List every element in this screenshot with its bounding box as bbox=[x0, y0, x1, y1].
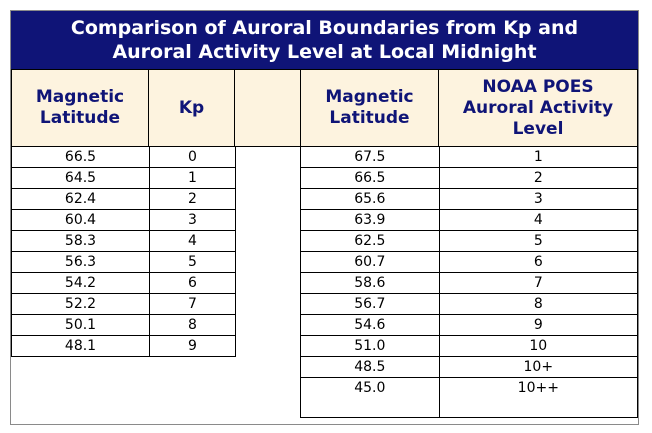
header-spacer bbox=[234, 69, 301, 147]
title-line-1: Comparison of Auroral Boundaries from Kp… bbox=[70, 17, 579, 39]
activity-level-cell: 2 bbox=[438, 167, 639, 189]
latitude-cell: 58.3 bbox=[11, 230, 150, 252]
latitude-cell: 52.2 bbox=[11, 293, 150, 315]
header-text: Magnetic bbox=[35, 87, 125, 107]
latitude-cell: 66.5 bbox=[11, 146, 150, 168]
latitude-cell: 60.4 bbox=[11, 209, 150, 231]
latitude-cell: 54.2 bbox=[11, 272, 150, 294]
latitude-cell: 56.7 bbox=[300, 293, 440, 315]
table-row: 48.1 9 bbox=[11, 335, 236, 357]
activity-level-cell: 10+ bbox=[438, 356, 639, 378]
table-row: 56.3 5 bbox=[11, 251, 236, 273]
activity-level-cell: 10 bbox=[438, 335, 639, 357]
activity-level-cell: 9 bbox=[438, 314, 639, 336]
activity-level-cell: 10++ bbox=[438, 377, 639, 418]
kp-cell: 6 bbox=[149, 272, 236, 294]
kp-cell: 4 bbox=[149, 230, 236, 252]
auroral-activity-table: 67.5 1 66.5 2 65.6 3 63.9 4 62.5 5 60.7 6 58.6… bbox=[300, 146, 639, 418]
title-line-2: Auroral Activity Level at Local Midnight bbox=[112, 41, 537, 63]
header-text: Kp bbox=[178, 97, 205, 118]
latitude-cell: 48.5 bbox=[300, 356, 440, 378]
kp-cell: 9 bbox=[149, 335, 236, 357]
latitude-cell: 65.6 bbox=[300, 188, 440, 210]
kp-cell: 7 bbox=[149, 293, 236, 315]
kp-cell: 1 bbox=[149, 167, 236, 189]
latitude-cell: 45.0 bbox=[300, 377, 440, 418]
header-text: Magnetic bbox=[325, 87, 414, 107]
table-title: Comparison of Auroral Boundaries from Kp… bbox=[11, 11, 638, 69]
latitude-cell: 51.0 bbox=[300, 335, 440, 357]
table-row: 66.5 2 bbox=[300, 167, 639, 189]
latitude-cell: 50.1 bbox=[11, 314, 150, 336]
table-row: 60.7 6 bbox=[300, 251, 639, 273]
header-kp: Kp bbox=[148, 69, 235, 147]
kp-latitude-table: 66.5 0 64.5 1 62.4 2 60.4 3 58.3 4 56.3 5 54.2… bbox=[11, 146, 236, 357]
table-row: 54.6 9 bbox=[300, 314, 639, 336]
table-row: 67.5 1 bbox=[300, 146, 639, 168]
kp-cell: 5 bbox=[149, 251, 236, 273]
table-row: 51.0 10 bbox=[300, 335, 639, 357]
kp-cell: 8 bbox=[149, 314, 236, 336]
table-row: 54.2 6 bbox=[11, 272, 236, 294]
activity-level-cell: 1 bbox=[438, 146, 639, 168]
latitude-cell: 54.6 bbox=[300, 314, 440, 336]
latitude-cell: 67.5 bbox=[300, 146, 440, 168]
header-magnetic-latitude-right: Magnetic Latitude bbox=[300, 69, 439, 147]
activity-level-cell: 4 bbox=[438, 209, 639, 231]
header-text: NOAA POES bbox=[482, 76, 594, 97]
table-row: 66.5 0 bbox=[11, 146, 236, 168]
table-row: 62.5 5 bbox=[300, 230, 639, 252]
header-text: Auroral Activity bbox=[462, 97, 614, 118]
latitude-cell: 56.3 bbox=[11, 251, 150, 273]
table-row: 45.0 10++ bbox=[300, 377, 639, 418]
table-row: 52.2 7 bbox=[11, 293, 236, 315]
table-row: 48.5 10+ bbox=[300, 356, 639, 378]
activity-level-cell: 3 bbox=[438, 188, 639, 210]
latitude-cell: 60.7 bbox=[300, 251, 440, 273]
table-row: 62.4 2 bbox=[11, 188, 236, 210]
activity-level-cell: 7 bbox=[438, 272, 639, 294]
kp-cell: 0 bbox=[149, 146, 236, 168]
latitude-cell: 64.5 bbox=[11, 167, 150, 189]
latitude-cell: 62.5 bbox=[300, 230, 440, 252]
latitude-cell: 48.1 bbox=[11, 335, 150, 357]
table-row: 63.9 4 bbox=[300, 209, 639, 231]
header-text: Latitude bbox=[329, 108, 410, 128]
table-row: 58.6 7 bbox=[300, 272, 639, 294]
activity-level-cell: 6 bbox=[438, 251, 639, 273]
table-row: 58.3 4 bbox=[11, 230, 236, 252]
latitude-cell: 58.6 bbox=[300, 272, 440, 294]
kp-cell: 2 bbox=[149, 188, 236, 210]
header-text: Level bbox=[512, 118, 564, 139]
comparison-table-frame: Comparison of Auroral Boundaries from Kp… bbox=[10, 10, 639, 425]
kp-cell: 3 bbox=[149, 209, 236, 231]
table-row: 64.5 1 bbox=[11, 167, 236, 189]
header-magnetic-latitude-left: Magnetic Latitude bbox=[11, 69, 149, 147]
table-row: 65.6 3 bbox=[300, 188, 639, 210]
latitude-cell: 62.4 bbox=[11, 188, 150, 210]
header-text: Latitude bbox=[39, 108, 121, 128]
table-row: 56.7 8 bbox=[300, 293, 639, 315]
table-row: 50.1 8 bbox=[11, 314, 236, 336]
latitude-cell: 63.9 bbox=[300, 209, 440, 231]
header-noaa-poes-level: NOAA POES Auroral Activity Level bbox=[438, 69, 638, 147]
activity-level-cell: 5 bbox=[438, 230, 639, 252]
latitude-cell: 66.5 bbox=[300, 167, 440, 189]
table-row: 60.4 3 bbox=[11, 209, 236, 231]
activity-level-cell: 8 bbox=[438, 293, 639, 315]
